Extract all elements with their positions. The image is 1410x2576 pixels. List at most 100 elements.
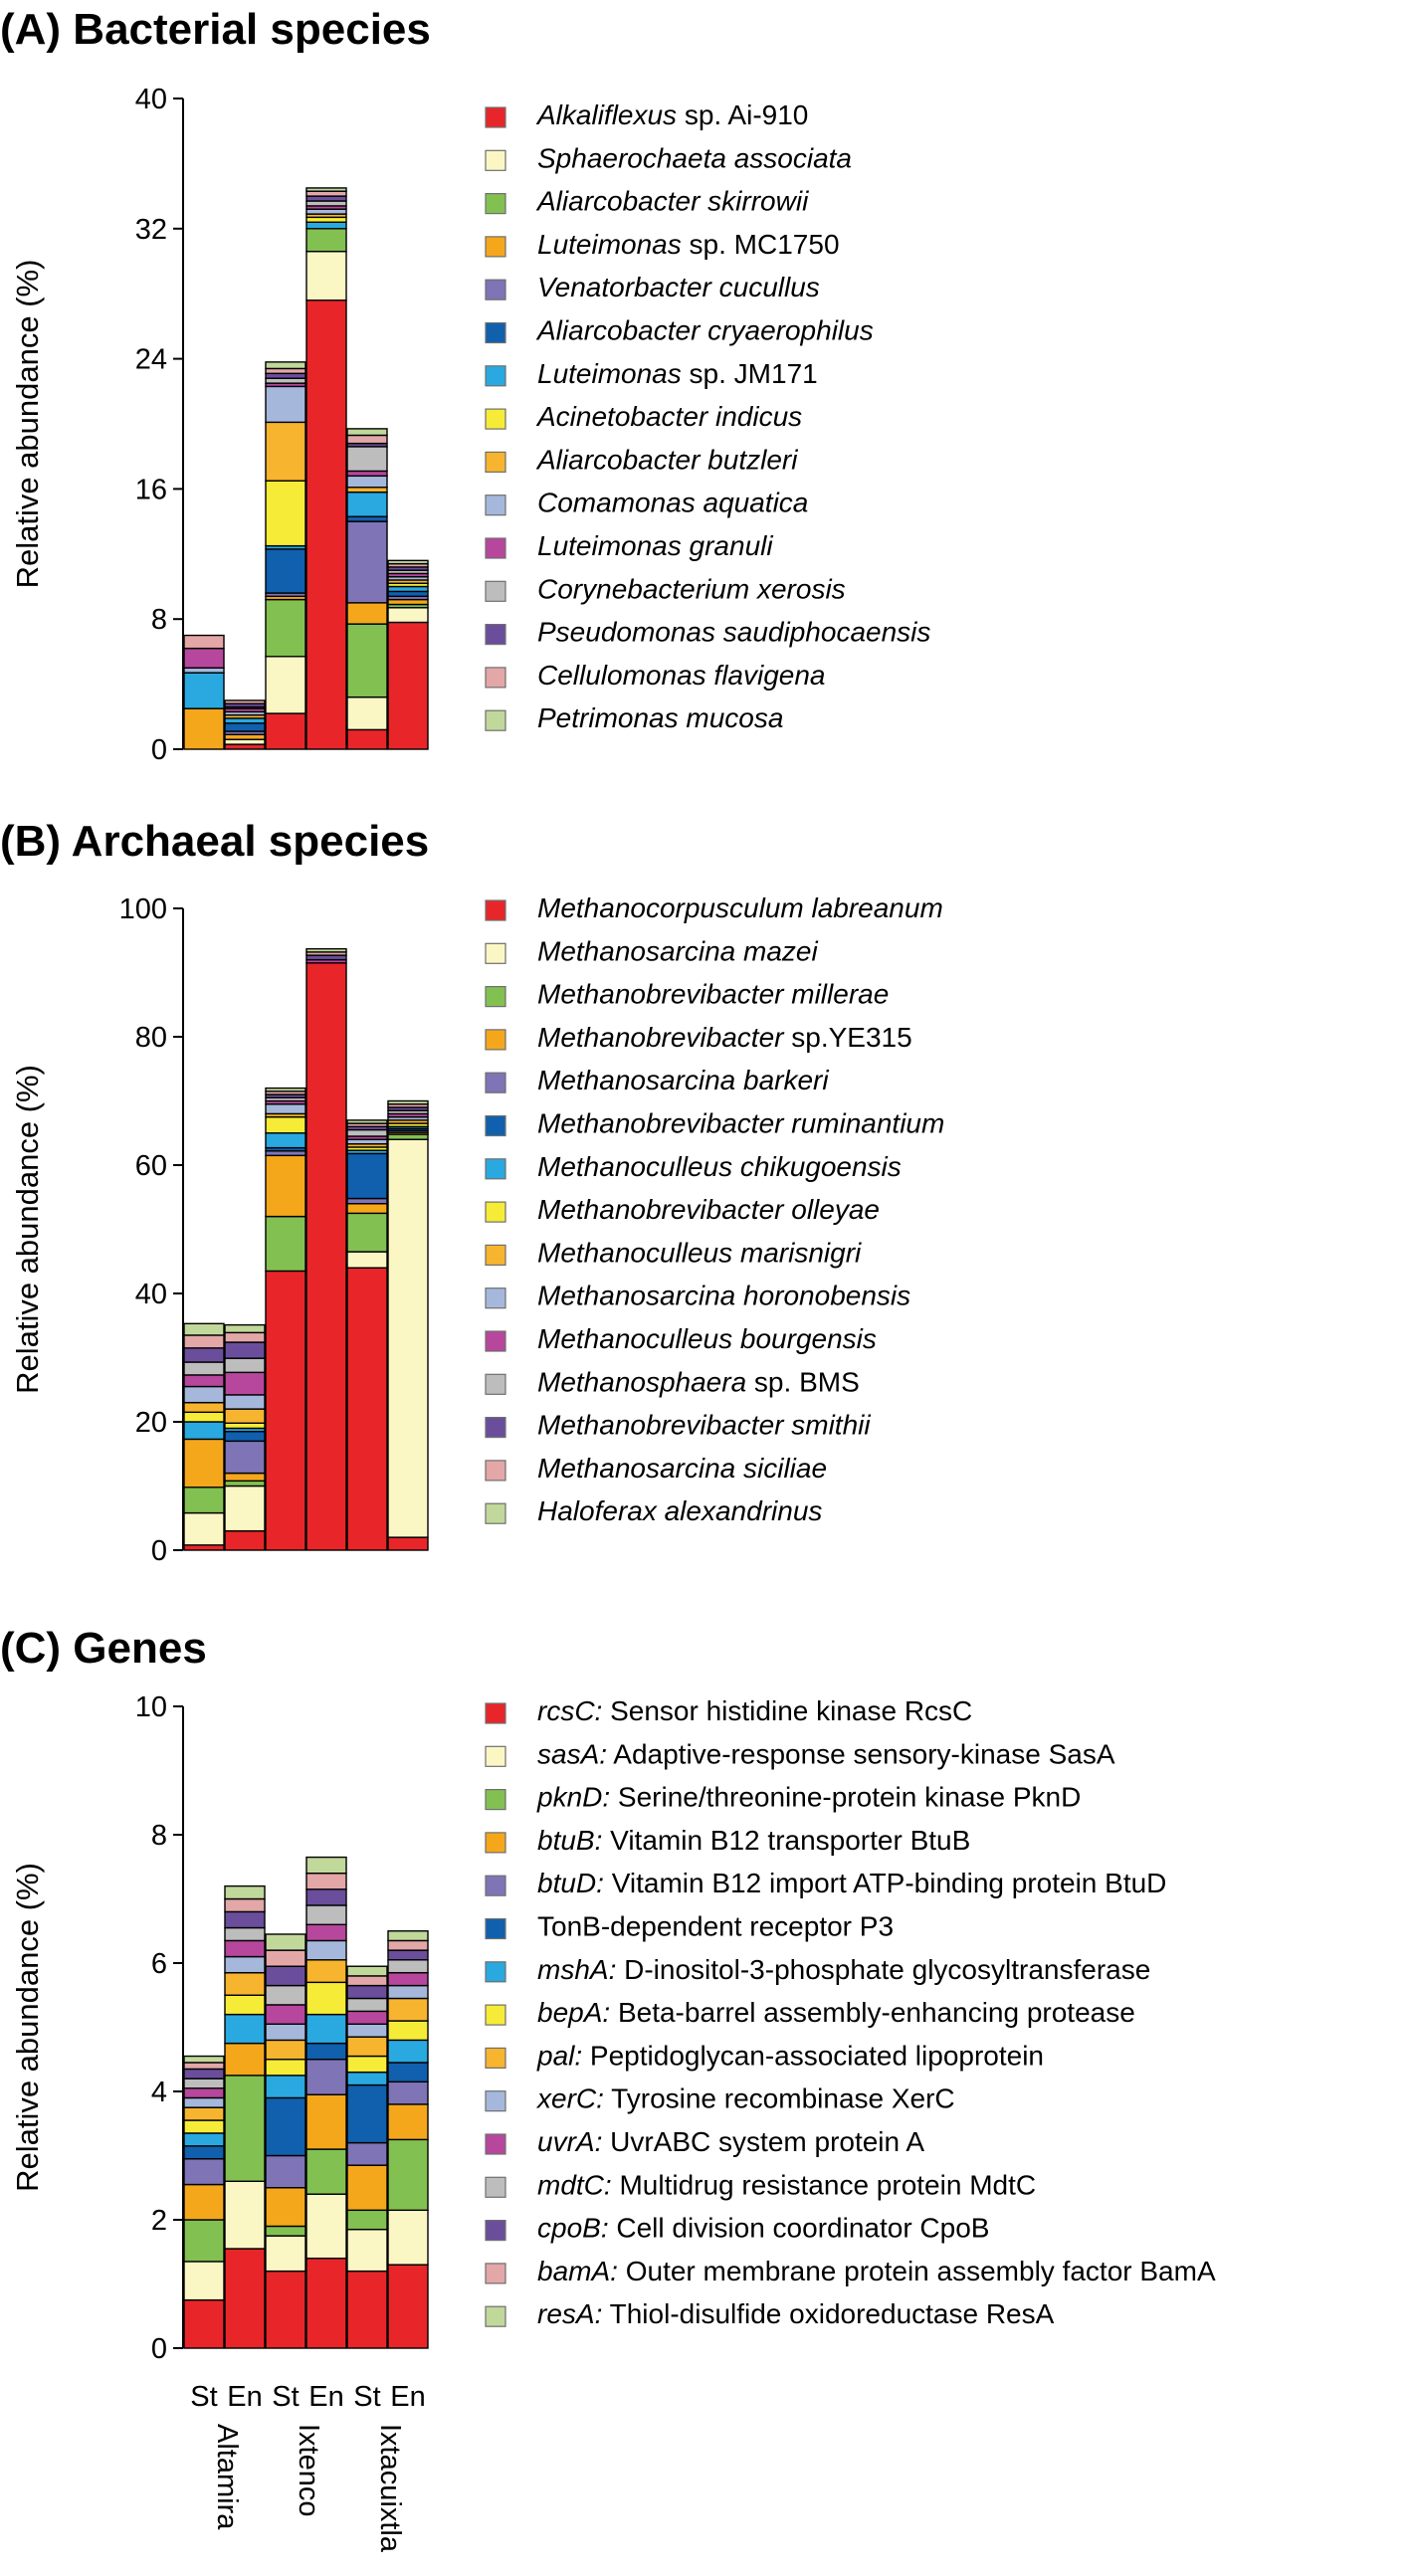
legend-label-part: Cell division coordinator CpoB [609,2213,990,2244]
bar-segment [265,2235,306,2273]
bar-segment [305,221,347,230]
bar-stack [346,1965,388,2349]
bar-segment [265,1949,306,1967]
bar-segment [305,208,347,215]
bar-segment [305,1872,347,1890]
bar-segment [387,2081,429,2105]
legend-label: Methanobrevibacter millerae [537,979,889,1010]
legend-label-part: cpoB: [537,2213,609,2244]
legend-label: xerC: Tyrosine recombinase XerC [535,2083,955,2114]
bar-segment [224,1485,266,1532]
x-tick-label: En [390,2381,425,2413]
legend-swatch [485,1114,506,1137]
legend-entry: xerC: Tyrosine recombinase XerC [485,2083,955,2114]
bar-segment [183,1411,225,1423]
bar-segment [305,2059,347,2095]
legend-entry: pal: Peptidoglycan-associated lipoprotei… [485,2040,1044,2071]
x-group-label: Ixtacuixtla [374,2424,406,2553]
legend-label-part: Pseudomonas saudiphocaensis [537,617,930,648]
bar-segment [346,2055,388,2074]
bar-segment [305,1904,347,1925]
y-tick-label: 16 [135,474,167,505]
legend-label: rcsC: Sensor histidine kinase RcsC [537,1695,972,1726]
legend-label: Haloferax alexandrinus [537,1495,822,1526]
bar-segment [305,299,347,750]
legend-label-part: bepA: [537,1997,610,2028]
bar-segment [224,1884,266,1900]
bar-segment [265,385,306,424]
bar-segment [265,1965,306,1987]
bar-segment [224,1926,266,1942]
bar-segment [183,647,225,669]
bar-segment [183,2062,225,2071]
legend-label-part: Alkaliflexus [535,99,677,130]
legend-entry: Luteimonas sp. JM171 [485,358,818,389]
legend-entry: resA: Thiol-disulfide oxidoreductase Res… [485,2298,1055,2329]
bar-segment [305,962,347,1551]
bar-segment [183,2183,225,2221]
bar-segment [224,1897,266,1913]
bar-segment [183,1544,225,1551]
bar-segment [183,1511,225,1546]
x-group-label: Altamira [211,2424,243,2530]
legend-label: btuB: Vitamin B12 transporter BtuB [537,1825,970,1856]
legend-swatch [485,623,506,646]
legend-label: Methanoculleus chikugoensis [537,1151,902,1182]
bar-segment [346,1965,388,1977]
bar-segment [346,1202,388,1215]
bar-segment [346,695,388,731]
legend-label-part: Tyrosine recombinase XerC [604,2083,955,2114]
bar-segment [346,1119,388,1124]
legend-label-part: sasA: [537,1738,607,1769]
legend-label-part: Methanosarcina barkeri [537,1065,829,1095]
bar-segment [305,187,347,192]
legend-label: Venatorbacter cucullus [537,272,820,302]
bar-segment [305,1981,347,2016]
legend-swatch [485,1330,506,1352]
legend-label: cpoB: Cell division coordinator CpoB [537,2213,989,2244]
bar-segment [265,598,306,658]
legend-label-part: pal: [536,2040,582,2071]
bar-segment [346,434,388,445]
bar-segment [346,2141,388,2166]
legend-label-part: Multidrug resistance protein MdtC [612,2169,1036,2200]
bar-segment [183,1374,225,1388]
legend-label-part: Methanobrevibacter olleyae [537,1194,880,1225]
y-tick-label: 100 [119,893,167,925]
legend-entry: Venatorbacter cucullus [485,272,820,302]
bar-segment [183,634,225,650]
bar-segment [183,2132,225,2147]
legend-label-part: Vitamin B12 transporter BtuB [602,1825,970,1856]
bar-segment [183,2106,225,2121]
legend-label: Methanobrevibacter olleyae [537,1194,880,1225]
legend-label: Pseudomonas saudiphocaensis [537,617,930,648]
legend-swatch [485,1029,506,1051]
legend-label: mdtC: Multidrug resistance protein MdtC [537,2169,1036,2200]
legend-swatch [485,321,506,344]
bar-segment [346,2036,388,2058]
bar-segment [387,607,429,624]
bar-segment [346,602,388,625]
legend-swatch [485,1072,506,1093]
bar-stack [387,1099,429,1551]
legend-entry: Luteimonas granuli [485,530,773,561]
bar-stack [346,1119,388,1551]
bar-segment [265,2059,306,2077]
legend-swatch [485,1373,506,1395]
bar-segment [387,2062,429,2083]
legend-label: Methanosarcina mazei [537,935,818,966]
x-group-label: Ixtenco [293,2424,324,2517]
legend-entry: Methanobrevibacter sp.YE315 [485,1022,912,1053]
legend-label-part: Sphaerochaeta associata [537,142,852,173]
bar-segment [183,1322,225,1336]
bar-segment [305,190,347,197]
legend-label: Sphaerochaeta associata [537,142,852,173]
legend-label-part: Methanosarcina horonobensis [537,1281,910,1311]
legend-entry: cpoB: Cell division coordinator CpoB [485,2213,989,2244]
legend-swatch [485,1288,506,1309]
bar-segment [224,1323,266,1334]
bar-segment [183,707,225,750]
bar-segment [305,1856,347,1875]
legend-swatch [485,2133,506,2155]
legend-swatch [485,985,506,1008]
